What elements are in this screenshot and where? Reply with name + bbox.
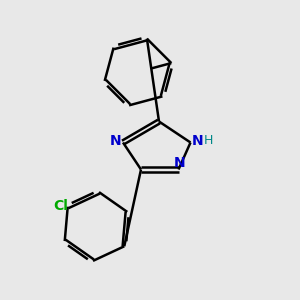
Text: N: N	[173, 156, 185, 170]
Text: H: H	[203, 134, 213, 148]
Text: N: N	[110, 134, 121, 148]
Text: Cl: Cl	[53, 199, 68, 212]
Text: N: N	[192, 134, 204, 148]
